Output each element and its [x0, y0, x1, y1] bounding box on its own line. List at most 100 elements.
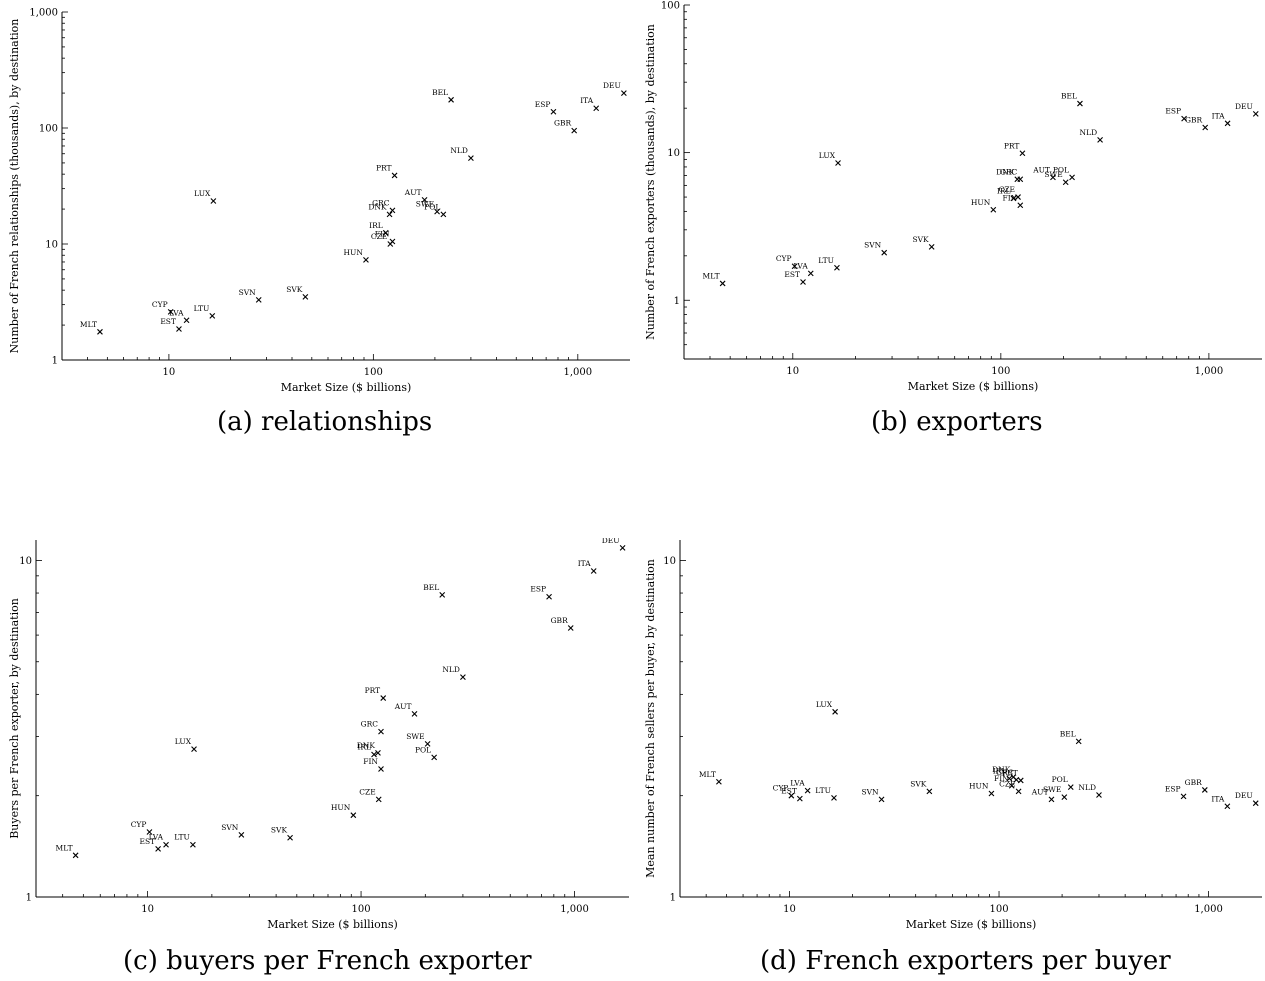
point-marker	[439, 591, 446, 598]
data-point-mlt: MLT	[56, 843, 79, 859]
data-point-ltu: LTU	[818, 256, 840, 271]
point-label: MLT	[80, 320, 97, 329]
x-tick-label: 10	[141, 904, 154, 915]
point-marker	[97, 328, 103, 335]
point-label: HUN	[344, 248, 364, 257]
point-label: MLT	[699, 770, 716, 779]
point-marker	[835, 160, 841, 166]
data-point-deu: DEU	[1235, 102, 1259, 117]
point-label: SVN	[864, 241, 882, 250]
data-point-aut: AUT	[404, 188, 428, 203]
data-point-nld: NLD	[1078, 783, 1102, 798]
point-label: MLT	[56, 843, 73, 852]
point-marker	[988, 790, 995, 797]
data-point-swe: SWE	[1043, 785, 1068, 801]
point-marker	[590, 568, 597, 574]
data-point-ita: ITA	[1212, 111, 1231, 127]
point-marker	[620, 90, 627, 96]
point-marker	[926, 788, 933, 795]
panel-relationships: 10 100 1,000 1 10 100 1,000 Market Size ($ bill…	[0, 0, 630, 437]
point-marker	[176, 326, 182, 332]
point-label: LUX	[194, 189, 211, 198]
point-label: CZE	[999, 779, 1015, 788]
point-marker	[1017, 202, 1024, 209]
point-marker	[1252, 110, 1259, 117]
data-point-lux: LUX	[819, 151, 841, 166]
point-label: LTU	[194, 304, 210, 313]
data-point-hun: HUN	[969, 782, 995, 797]
point-label: DEU	[1235, 791, 1253, 800]
point-marker	[421, 197, 428, 203]
data-point-svn: SVN	[239, 288, 262, 303]
point-label: GBR	[1185, 778, 1203, 787]
x-axis-label: Market Size ($ billions)	[267, 918, 398, 931]
point-label: NLD	[1080, 128, 1098, 137]
point-label: POL	[1052, 775, 1068, 784]
point-label: DNK	[992, 765, 1011, 774]
data-point-cze: CZE	[371, 232, 394, 247]
y-axis-label: Number of French exporters (thousands), …	[644, 24, 657, 340]
data-point-esp: ESP	[535, 100, 557, 115]
point-marker	[881, 249, 888, 256]
point-label: LVA	[790, 779, 805, 788]
point-marker	[183, 317, 190, 324]
point-marker	[1062, 179, 1069, 186]
point-label: GBR	[1185, 115, 1203, 124]
point-marker	[716, 778, 722, 785]
point-marker	[378, 766, 384, 772]
data-point-lva: LVA	[169, 308, 190, 324]
point-marker	[1201, 787, 1208, 793]
point-marker	[1013, 776, 1020, 783]
data-point-gbr: GBR	[1185, 778, 1208, 793]
x-tick-label: 100	[989, 904, 1008, 915]
point-marker	[1180, 793, 1187, 800]
point-label: SWE	[1043, 785, 1061, 794]
y-tick-label: 10	[45, 240, 58, 251]
point-label: DNK	[368, 202, 387, 211]
data-point-svn: SVN	[221, 823, 245, 838]
point-label: SWE	[416, 200, 434, 209]
point-marker	[380, 695, 387, 701]
data-point-cyp: CYP	[131, 820, 153, 835]
data-point-irl: IRL	[997, 186, 1017, 202]
point-marker	[190, 841, 196, 848]
data-point-cyp: CYP	[776, 254, 798, 270]
point-label: SVK	[271, 826, 288, 835]
point-marker	[1061, 794, 1068, 801]
point-marker	[1050, 174, 1056, 181]
point-label: CYP	[773, 784, 789, 793]
data-point-est: EST	[160, 317, 182, 332]
point-label: LVA	[793, 261, 808, 270]
point-label: SVN	[239, 288, 257, 297]
point-marker	[1010, 195, 1017, 202]
point-label: DEU	[602, 538, 620, 545]
point-marker	[832, 708, 838, 715]
chart-relationships: 10 100 1,000 1 10 100 1,000 Market Size ($ bill…	[8, 8, 630, 394]
point-label: SVN	[221, 823, 239, 832]
y-tick-label: 1	[670, 893, 676, 904]
data-point-grc: GRC	[1000, 167, 1024, 183]
point-label: NLD	[442, 665, 460, 674]
data-point-bel: BEL	[1061, 92, 1083, 107]
x-axis-label: Market Size ($ billions)	[906, 918, 1037, 931]
panel-buyers-per-exporter: 10 100 1,000 1 10 Market Size ($ billions) Buy…	[0, 536, 630, 976]
point-label: ITA	[1211, 794, 1225, 803]
data-point-aut: AUT	[1031, 787, 1055, 803]
point-marker	[371, 751, 377, 758]
point-label: IRL	[357, 743, 371, 752]
data-point-grc: GRC	[361, 720, 384, 735]
point-marker	[255, 296, 262, 303]
data-point-svk: SVK	[910, 779, 933, 795]
data-point-cyp: CYP	[773, 784, 795, 799]
point-label: EST	[160, 317, 176, 326]
data-point-irl: IRL	[357, 743, 377, 758]
point-label: FIN	[363, 757, 378, 766]
data-point-lva: LVA	[793, 261, 814, 277]
point-marker	[287, 834, 293, 841]
point-marker	[1069, 174, 1075, 181]
point-marker	[990, 206, 997, 213]
point-label: BEL	[432, 88, 448, 97]
data-point-esp: ESP	[1165, 107, 1187, 122]
point-label: BEL	[1061, 92, 1077, 101]
data-point-esp: ESP	[530, 585, 552, 600]
